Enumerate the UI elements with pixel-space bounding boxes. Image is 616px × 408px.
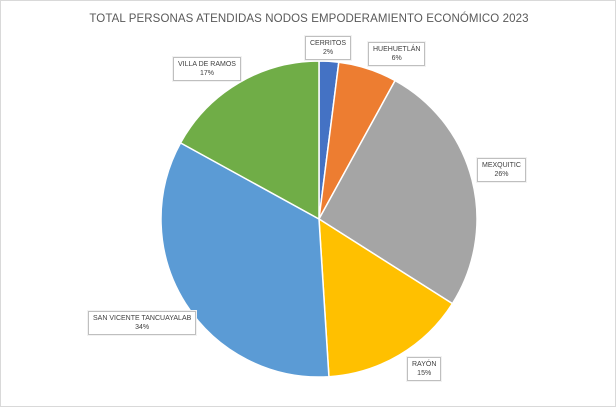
data-label-percent: 34% xyxy=(135,324,150,331)
data-label-huehuetlan: HUEHUETLÁN 6% xyxy=(368,42,426,66)
data-label-category: HUEHUETLÁN xyxy=(373,46,421,53)
pie-slice-mexquitic xyxy=(318,79,478,305)
data-label-san-vicente-tancuayalab: SAN VICENTE TANCUAYALAB 34% xyxy=(88,311,197,335)
data-label-mexquitic: MEXQUITIC 26% xyxy=(477,158,526,182)
data-label-percent: 17% xyxy=(199,70,214,77)
data-label-villa-de-ramos: VILLA DE RAMOS 17% xyxy=(173,57,241,81)
data-label-percent: 26% xyxy=(494,171,509,178)
data-label-percent: 2% xyxy=(322,49,334,56)
data-label-percent: 15% xyxy=(417,370,432,377)
data-label-category: SAN VICENTE TANCUAYALAB xyxy=(93,315,192,322)
data-label-category: VILLA DE RAMOS xyxy=(178,61,236,68)
data-label-category: CERRITOS xyxy=(310,40,347,47)
data-label-category: MEXQUITIC xyxy=(482,162,521,169)
chart-title: TOTAL PERSONAS ATENDIDAS NODOS EMPODERAM… xyxy=(89,13,529,25)
pie-slice-rayon xyxy=(318,217,454,378)
data-label-percent: 6% xyxy=(391,55,402,62)
data-label-category: RAYÓN xyxy=(412,361,437,368)
data-label-cerritos: CERRITOS 2% xyxy=(305,36,352,60)
data-label-rayon: RAYÓN 15% xyxy=(407,357,442,381)
pie-slice-villa-de-ramos xyxy=(179,60,320,221)
